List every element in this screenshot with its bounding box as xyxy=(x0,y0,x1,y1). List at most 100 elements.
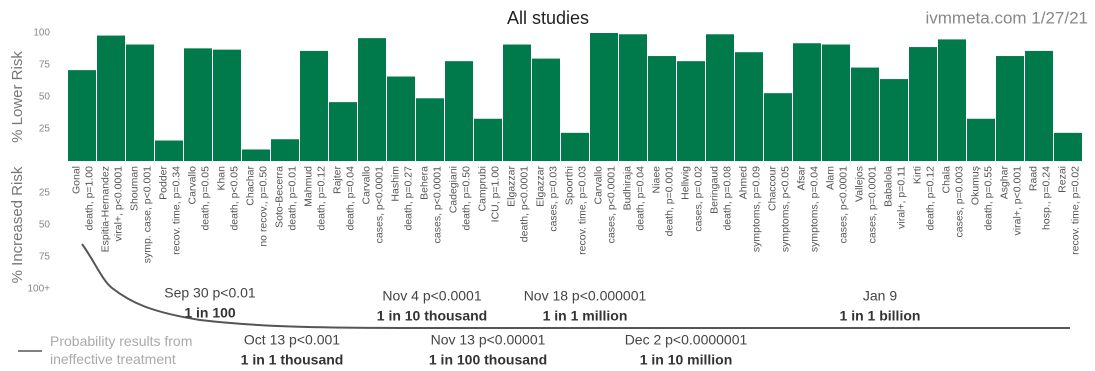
x-tick-sublabel: recov. time, p=0.34 xyxy=(171,166,183,255)
bar xyxy=(648,56,676,161)
x-tick-label: Chala xyxy=(940,166,952,194)
bar xyxy=(1025,50,1053,161)
x-tick-sublabel: no recov., p=0.50 xyxy=(258,166,270,247)
x-tick-label: Kirti xyxy=(911,166,923,184)
x-tick-sublabel: death, p=1.00 xyxy=(84,166,96,231)
y-label-increased: % Increased Risk xyxy=(9,166,26,283)
bar xyxy=(503,44,531,161)
bar xyxy=(242,149,270,161)
x-tick-label: Raad xyxy=(1027,166,1039,191)
x-tick-label: Afsar xyxy=(795,166,807,191)
annotation-odds: 1 in 1 billion xyxy=(840,308,921,324)
x-tick-label: Podder xyxy=(157,165,169,199)
annotation-odds: 1 in 100 thousand xyxy=(429,352,547,368)
x-tick-sublabel: cases, p<0.0001 xyxy=(374,166,386,244)
bar xyxy=(155,140,183,161)
x-tick-sublabel: death, p=0.12 xyxy=(925,166,937,231)
annotation-odds: 1 in 1 thousand xyxy=(241,352,344,368)
x-tick-label: Beringaud xyxy=(708,166,720,214)
x-tick-label: Asghar xyxy=(998,166,1010,200)
x-tick-sublabel: death, p=0.01 xyxy=(287,166,299,231)
bar xyxy=(68,70,96,161)
x-tick-label: Budhiraja xyxy=(621,166,633,211)
x-tick-label: Elgazzar xyxy=(534,166,546,207)
x-tick-label: Rezai xyxy=(1056,166,1068,193)
x-tick-sublabel: death, p=0.001 xyxy=(664,166,676,237)
bar xyxy=(967,118,995,161)
probability-curve xyxy=(81,243,1070,329)
x-tick-sublabel: death, p=0.04 xyxy=(635,166,647,231)
annotation-date: Jan 9 xyxy=(863,288,897,304)
x-tick-sublabel: cases, p=0.0001 xyxy=(867,166,879,244)
bar xyxy=(706,34,734,161)
y-tick-label: 100 xyxy=(33,28,50,39)
x-tick-label: Chaccour xyxy=(766,166,778,211)
x-tick-sublabel: recov. time, p=0.02 xyxy=(1070,166,1082,255)
bar xyxy=(271,139,299,161)
bar xyxy=(184,48,212,161)
y-tick-label: 25 xyxy=(39,188,51,199)
x-tick-label: Chachar xyxy=(244,166,256,206)
x-tick-sublabel: death, p=0.05 xyxy=(200,166,212,231)
x-tick-sublabel: death, p=0.55 xyxy=(983,166,995,231)
x-tick-label: Hellwig xyxy=(679,166,691,200)
annotation-date: Dec 2 p<0.0000001 xyxy=(625,332,748,348)
x-tick-label: Babalola xyxy=(882,166,894,207)
bar xyxy=(387,76,415,161)
x-tick-label: Okumuş xyxy=(969,166,981,205)
bar xyxy=(532,58,560,161)
bar xyxy=(97,35,125,162)
annotation-odds: 1 in 100 xyxy=(184,305,236,321)
bar xyxy=(590,33,618,161)
x-tick-label: Spoorthi xyxy=(563,166,575,205)
x-tick-sublabel: symp. case, p<0.001 xyxy=(142,166,154,263)
x-tick-label: Ahmed xyxy=(737,166,749,199)
bar xyxy=(793,43,821,161)
annotation-odds: 1 in 1 million xyxy=(543,308,628,324)
y-label-lower: % Lower Risk xyxy=(9,51,26,143)
chart-title: All studies xyxy=(507,8,589,28)
x-tick-sublabel: viral+, p<0.0001 xyxy=(113,166,125,241)
x-tick-label: Alam xyxy=(824,166,836,190)
x-tick-label: Cadegiani xyxy=(447,166,459,213)
bar xyxy=(416,98,444,161)
x-tick-sublabel: symptoms, p<0.05 xyxy=(780,166,792,252)
bar xyxy=(213,49,241,161)
annotation-date: Sep 30 p<0.01 xyxy=(164,285,256,301)
bar xyxy=(358,38,386,162)
x-tick-sublabel: death, p=0.27 xyxy=(403,166,415,231)
bar xyxy=(300,50,328,161)
x-tick-label: Shouman xyxy=(128,166,140,211)
x-tick-sublabel: cases, p=0.02 xyxy=(693,166,705,232)
y-tick-label: 100+ xyxy=(27,284,50,295)
legend-box: Probability results from ineffective tre… xyxy=(50,333,192,367)
annotation-odds: 1 in 10 million xyxy=(640,352,733,368)
x-tick-sublabel: viral+, p<0.001 xyxy=(1012,166,1024,236)
bar xyxy=(851,67,879,161)
watermark: ivmmeta.com 1/27/21 xyxy=(925,8,1088,27)
x-tick-label: Mahmud xyxy=(302,166,314,207)
bar xyxy=(126,44,154,161)
x-tick-label: Elgazzar xyxy=(505,166,517,207)
x-tick-sublabel: death, p=0.04 xyxy=(345,166,357,231)
annotation-date: Oct 13 p<0.001 xyxy=(244,332,340,348)
x-tick-sublabel: death, p<0.0001 xyxy=(519,166,531,242)
bar xyxy=(445,61,473,161)
x-tick-sublabel: cases, p<0.0001 xyxy=(432,166,444,244)
x-tick-sublabel: cases, p<0.0001 xyxy=(838,166,850,244)
x-tick-sublabel: recov. time, p=0.03 xyxy=(577,166,589,255)
x-tick-label: Soto-Becerra xyxy=(273,166,285,228)
x-tick-sublabel: symptoms, p=0.04 xyxy=(809,166,821,252)
bar xyxy=(764,93,792,161)
x-tick-sublabel: death, p=0.12 xyxy=(316,166,328,231)
x-tick-label: Carvallo xyxy=(186,166,198,205)
y-tick-label: 50 xyxy=(39,220,51,231)
bar xyxy=(561,132,589,161)
x-tick-label: Carvallo xyxy=(360,166,372,205)
bar xyxy=(1054,132,1082,161)
annotation-date: Nov 13 p<0.00001 xyxy=(431,332,546,348)
y-tick-label: 50 xyxy=(39,92,51,103)
bar xyxy=(880,79,908,161)
